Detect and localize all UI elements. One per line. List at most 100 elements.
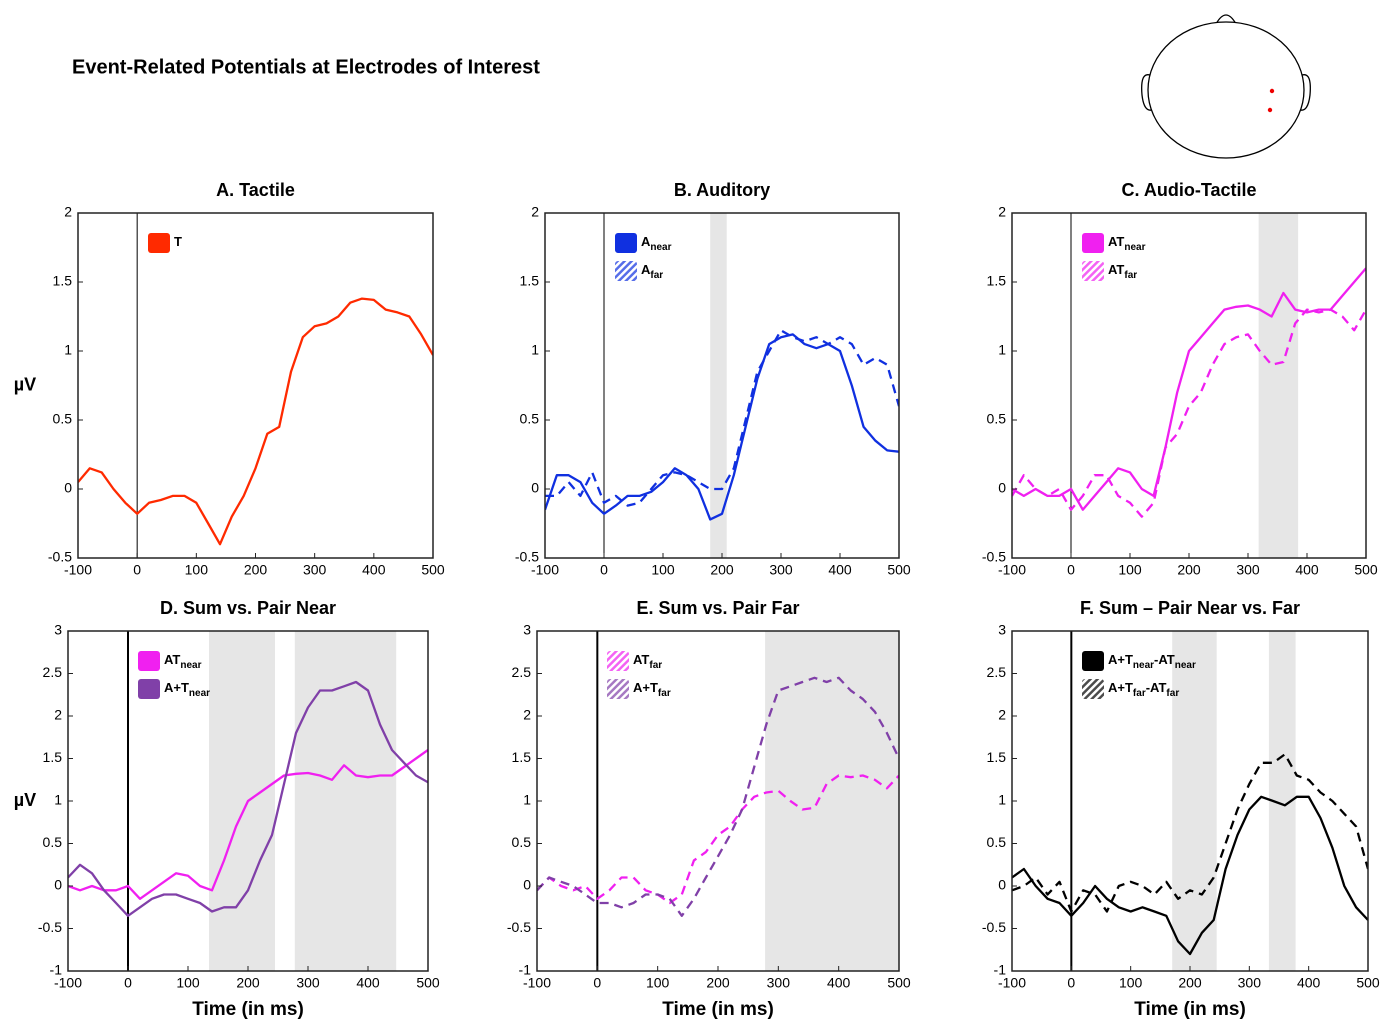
x-tick-label: 100	[176, 975, 200, 991]
series-line	[545, 333, 899, 521]
panel: -100 0 100 200 300 400 500 -1 -0.5 0 0.5 1 1.5 2 2.5 3 E…	[507, 598, 911, 1020]
x-tick-label: 100	[651, 562, 675, 578]
x-tick-label: 100	[185, 562, 209, 578]
y-tick-label: 2.5	[512, 664, 532, 680]
legend-swatch	[148, 233, 170, 253]
y-tick-label: 1.5	[43, 749, 63, 765]
axes-box	[1011, 212, 1367, 559]
x-tick-label: 100	[646, 975, 670, 991]
series-line	[68, 749, 428, 900]
x-axis-label: Time (in ms)	[192, 999, 304, 1020]
legend-swatch	[615, 261, 637, 281]
legend-subscript: far	[658, 688, 671, 699]
x-tick-label: 100	[1118, 562, 1142, 578]
legend-text: A+T	[1108, 680, 1133, 695]
y-tick-label: -1	[50, 962, 63, 978]
right-ear	[1299, 74, 1311, 111]
x-tick-label: 200	[710, 562, 734, 578]
x-tick-label: 200	[244, 562, 268, 578]
y-tick-label: -0.5	[507, 919, 531, 935]
legend-swatch	[1082, 679, 1104, 699]
series-line	[545, 329, 899, 507]
x-tick-label: 0	[600, 562, 608, 578]
series-line	[68, 680, 428, 917]
electrode	[1269, 88, 1275, 94]
legend-text: -AT	[1146, 680, 1167, 695]
legend-swatch	[607, 651, 629, 671]
legend-label: ATfar	[1108, 262, 1137, 280]
x-tick-label: 400	[356, 975, 380, 991]
series-line	[1012, 267, 1366, 511]
y-tick-label: -1	[994, 962, 1007, 978]
legend-label: Anear	[641, 234, 672, 252]
legend-subscript: near	[180, 660, 201, 671]
legend-subscript: far	[1133, 688, 1146, 699]
x-tick-label: 300	[1236, 562, 1260, 578]
legend-text: AT	[1108, 234, 1124, 249]
y-tick-label: 0.5	[512, 834, 532, 850]
legend-label: T	[174, 234, 182, 249]
figure-title: Event-Related Potentials at Electrodes o…	[72, 56, 540, 78]
x-axis-label: Time (in ms)	[662, 999, 774, 1020]
legend-subscript: far	[1166, 688, 1179, 699]
legend-label: Afar	[641, 262, 663, 280]
shaded-window	[209, 631, 275, 971]
y-tick-label: 1.5	[987, 749, 1007, 765]
y-tick-label: 0.5	[53, 411, 73, 427]
axes-box	[77, 212, 434, 559]
y-tick-label: -1	[519, 962, 532, 978]
legend-label: A+Tfar	[633, 680, 671, 698]
y-tick-label: 0	[523, 877, 531, 893]
x-tick-label: 0	[1067, 975, 1075, 991]
legend-swatch	[1082, 261, 1104, 281]
panel: -100 0 100 200 300 400 500 -0.5 0 0.5 1 1.5 2 A. Tact…	[14, 180, 445, 578]
panel-title: C. Audio-Tactile	[1122, 180, 1257, 200]
y-tick-label: 0	[998, 480, 1006, 496]
panel: -100 0 100 200 300 400 500 -1 -0.5 0 0.5 1 1.5 2 2.5 3 D…	[14, 598, 440, 1020]
y-tick-label: 2	[523, 707, 531, 723]
x-tick-label: 200	[1178, 975, 1202, 991]
y-tick-label: 1	[54, 792, 62, 808]
x-tick-label: 500	[416, 975, 440, 991]
nose	[1215, 14, 1237, 25]
x-tick-label: 300	[303, 562, 327, 578]
x-tick-label: -100	[531, 562, 559, 578]
x-tick-label: -100	[998, 975, 1026, 991]
legend-swatch	[138, 679, 160, 699]
y-tick-label: -0.5	[38, 919, 62, 935]
legend-subscript: far	[1124, 270, 1137, 281]
legend-label: A+Tnear-ATnear	[1108, 652, 1196, 670]
x-tick-label: 500	[887, 562, 911, 578]
x-tick-label: 500	[421, 562, 445, 578]
y-tick-label: 0.5	[43, 834, 63, 850]
y-tick-label: 2.5	[987, 664, 1007, 680]
x-tick-label: 300	[296, 975, 320, 991]
y-tick-label: -0.5	[515, 549, 539, 565]
x-tick-label: 500	[887, 975, 911, 991]
panel: -100 0 100 200 300 400 500 -0.5 0 0.5 1 1.5 2 B. Audi…	[515, 180, 911, 578]
y-tick-label: 0	[998, 877, 1006, 893]
x-tick-label: 0	[1067, 562, 1075, 578]
legend-label: ATfar	[633, 652, 662, 670]
y-tick-label: 2	[531, 204, 539, 220]
y-tick-label: 0	[531, 480, 539, 496]
x-tick-label: 400	[1295, 562, 1319, 578]
x-tick-label: 200	[1177, 562, 1201, 578]
legend-text: A	[641, 234, 651, 249]
panel: -100 0 100 200 300 400 500 -1 -0.5 0 0.5 1 1.5 2 2.5 3 F…	[982, 598, 1380, 1020]
x-tick-label: 400	[827, 975, 851, 991]
legend-subscript: near	[1175, 660, 1196, 671]
y-tick-label: -0.5	[48, 549, 72, 565]
legend-text: A+T	[1108, 652, 1133, 667]
panel-title: D. Sum vs. Pair Near	[160, 598, 336, 618]
y-tick-label: 3	[54, 622, 62, 638]
x-tick-label: 500	[1356, 975, 1380, 991]
y-axis-label: µV	[14, 374, 36, 394]
legend-text: -AT	[1154, 652, 1175, 667]
legend-text: A+T	[164, 680, 189, 695]
x-tick-label: -100	[523, 975, 551, 991]
legend-label: ATnear	[1108, 234, 1146, 252]
y-tick-label: 1	[523, 792, 531, 808]
left-ear	[1141, 74, 1153, 111]
